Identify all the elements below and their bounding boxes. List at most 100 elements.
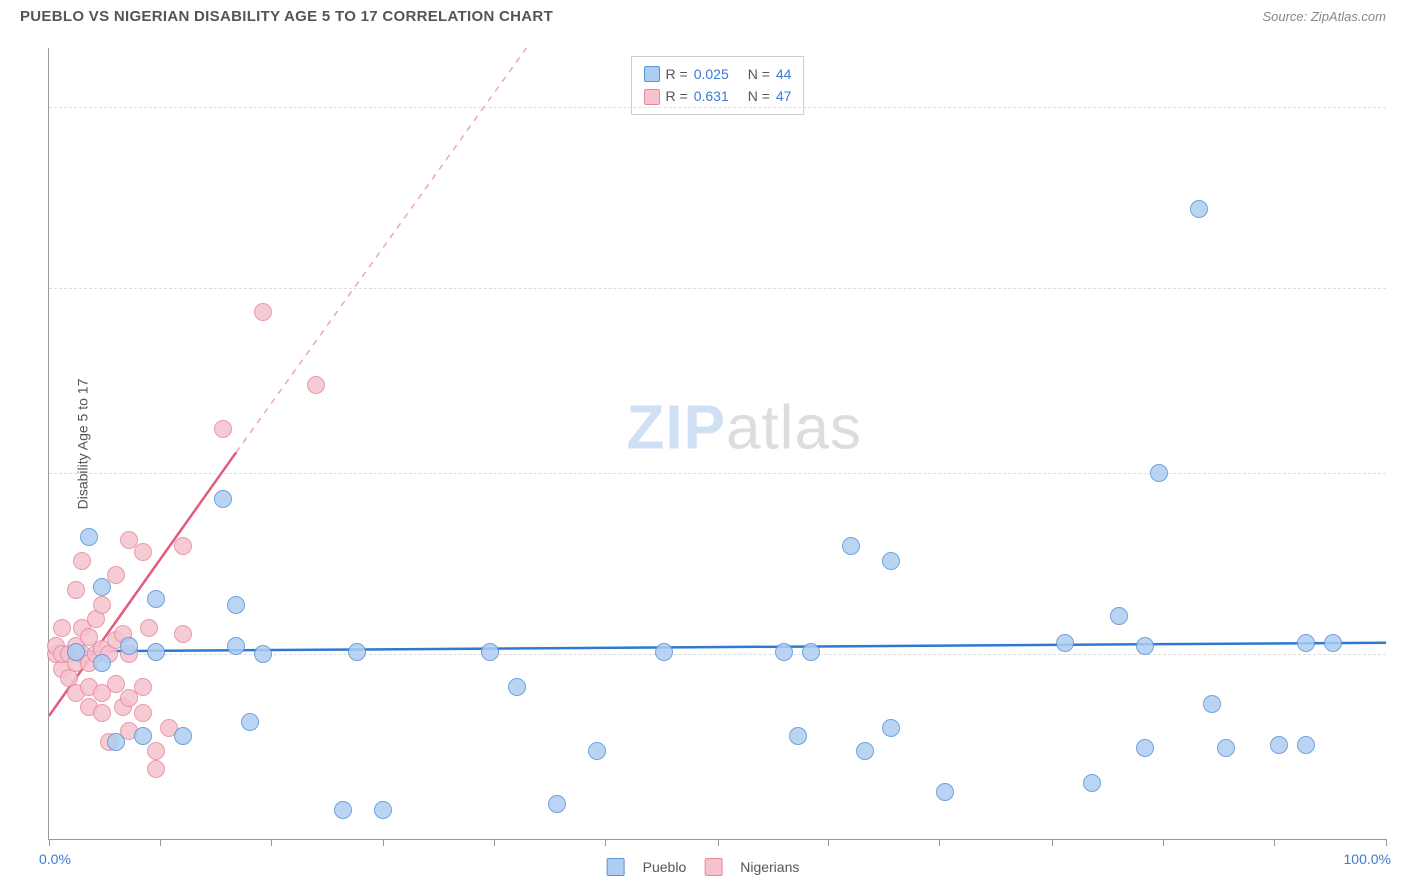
nigerians-point xyxy=(53,619,71,637)
nigerians-point xyxy=(147,742,165,760)
gridline xyxy=(49,107,1386,108)
legend-row: R = 0.025 N = 44 xyxy=(644,63,792,85)
pueblo-point xyxy=(67,643,85,661)
pueblo-point xyxy=(508,678,526,696)
legend-n-value: 44 xyxy=(776,63,792,85)
gridline xyxy=(49,473,1386,474)
legend-r-value: 0.631 xyxy=(694,85,742,107)
pueblo-point xyxy=(548,795,566,813)
pueblo-point xyxy=(1110,607,1128,625)
pueblo-point xyxy=(93,578,111,596)
series-label: Nigerians xyxy=(740,859,799,875)
legend-n-label: N = xyxy=(748,63,770,85)
legend-n-value: 47 xyxy=(776,85,792,107)
nigerians-point xyxy=(107,675,125,693)
pueblo-point xyxy=(481,643,499,661)
watermark-zip: ZIP xyxy=(627,393,726,462)
pueblo-point xyxy=(107,733,125,751)
nigerians-point xyxy=(147,760,165,778)
series-legend: Pueblo Nigerians xyxy=(607,858,800,876)
legend-r-value: 0.025 xyxy=(694,63,742,85)
y-tick-label: 12.5% xyxy=(1391,465,1406,481)
nigerians-point xyxy=(93,596,111,614)
pueblo-point xyxy=(174,727,192,745)
pueblo-point xyxy=(227,637,245,655)
pueblo-point xyxy=(842,537,860,555)
series-label: Pueblo xyxy=(643,859,687,875)
pueblo-point xyxy=(254,645,272,663)
pueblo-point xyxy=(802,643,820,661)
nigerians-point xyxy=(307,376,325,394)
chart-source: Source: ZipAtlas.com xyxy=(1262,9,1386,24)
x-tick xyxy=(494,839,495,846)
pueblo-point xyxy=(1056,634,1074,652)
pueblo-point xyxy=(775,643,793,661)
pueblo-point xyxy=(655,643,673,661)
x-axis-max-label: 100.0% xyxy=(1344,851,1391,867)
pueblo-point xyxy=(241,713,259,731)
x-tick xyxy=(271,839,272,846)
series-swatch xyxy=(704,858,722,876)
nigerians-point xyxy=(134,704,152,722)
x-tick xyxy=(1163,839,1164,846)
chart-title: PUEBLO VS NIGERIAN DISABILITY AGE 5 TO 1… xyxy=(20,8,553,25)
pueblo-point xyxy=(1190,200,1208,218)
y-axis-title: Disability Age 5 to 17 xyxy=(74,378,90,509)
y-tick-label: 6.3% xyxy=(1391,646,1406,662)
y-tick-label: 25.0% xyxy=(1391,99,1406,115)
x-tick xyxy=(49,839,50,846)
series-swatch xyxy=(607,858,625,876)
x-tick xyxy=(939,839,940,846)
gridline xyxy=(49,654,1386,655)
pueblo-point xyxy=(1150,464,1168,482)
nigerians-point xyxy=(134,678,152,696)
legend-n-label: N = xyxy=(748,85,770,107)
pueblo-point xyxy=(856,742,874,760)
x-axis-min-label: 0.0% xyxy=(39,851,71,867)
source-name: ZipAtlas.com xyxy=(1311,9,1386,24)
pueblo-point xyxy=(1270,736,1288,754)
pueblo-point xyxy=(882,719,900,737)
nigerians-point xyxy=(174,625,192,643)
pueblo-point xyxy=(134,727,152,745)
x-tick xyxy=(718,839,719,846)
pueblo-point xyxy=(93,654,111,672)
chart-header: PUEBLO VS NIGERIAN DISABILITY AGE 5 TO 1… xyxy=(0,0,1406,29)
pueblo-point xyxy=(214,490,232,508)
x-tick xyxy=(1386,839,1387,846)
x-tick xyxy=(1274,839,1275,846)
legend-r-label: R = xyxy=(666,85,688,107)
pueblo-point xyxy=(80,528,98,546)
pueblo-point xyxy=(1083,774,1101,792)
nigerians-point xyxy=(174,537,192,555)
pueblo-point xyxy=(334,801,352,819)
pueblo-point xyxy=(1136,739,1154,757)
x-tick xyxy=(1052,839,1053,846)
pueblo-point xyxy=(789,727,807,745)
x-tick xyxy=(383,839,384,846)
x-tick xyxy=(605,839,606,846)
y-tick-label: 18.8% xyxy=(1391,280,1406,296)
pueblo-point xyxy=(1203,695,1221,713)
pueblo-point xyxy=(227,596,245,614)
pueblo-point xyxy=(882,552,900,570)
nigerians-point xyxy=(73,552,91,570)
pueblo-point xyxy=(1297,736,1315,754)
source-prefix: Source: xyxy=(1262,9,1310,24)
watermark-atlas: atlas xyxy=(726,393,862,462)
nigerians-point xyxy=(93,704,111,722)
legend-swatch xyxy=(644,89,660,105)
nigerians-point xyxy=(134,543,152,561)
pueblo-point xyxy=(1297,634,1315,652)
pueblo-point xyxy=(1324,634,1342,652)
x-tick xyxy=(828,839,829,846)
pueblo-point xyxy=(936,783,954,801)
nigerians-point xyxy=(67,581,85,599)
pueblo-point xyxy=(147,590,165,608)
legend-r-label: R = xyxy=(666,63,688,85)
scatter-chart: ZIPatlas Disability Age 5 to 17 0.0% 100… xyxy=(48,48,1386,840)
nigerians-point xyxy=(254,303,272,321)
nigerians-point xyxy=(214,420,232,438)
legend-row: R = 0.631 N = 47 xyxy=(644,85,792,107)
pueblo-point xyxy=(1136,637,1154,655)
